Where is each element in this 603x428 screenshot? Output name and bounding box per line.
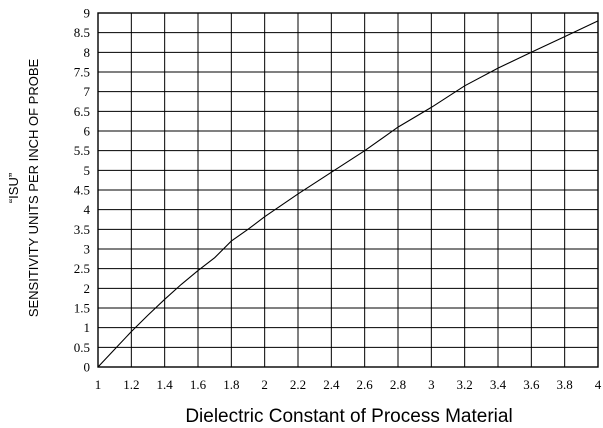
x-tick-label: 1.4 — [157, 377, 174, 392]
x-tick-label: 2.4 — [323, 377, 340, 392]
x-tick-label: 4 — [595, 377, 602, 392]
y-tick-label: 9 — [84, 6, 91, 21]
x-tick-label: 2 — [261, 377, 268, 392]
y-tick-label: 6.5 — [74, 104, 90, 119]
y-tick-label: 5.5 — [74, 143, 90, 158]
y-tick-label: 7.5 — [74, 65, 90, 80]
y-tick-label: 4 — [84, 202, 91, 217]
y-tick-label: 4.5 — [74, 183, 90, 198]
x-tick-label: 3.8 — [557, 377, 573, 392]
x-tick-label: 2.2 — [290, 377, 306, 392]
y-tick-label: 2.5 — [74, 261, 90, 276]
plot-frame — [97, 12, 599, 368]
y-tick-label: 0 — [84, 360, 91, 375]
y-tick-label: 2 — [84, 281, 91, 296]
x-tick-labels: 1 1.2 1.4 1.6 1.8 2 2.2 2.4 2.6 2.8 3 3.2 3.4 3.6 3.8 4 — [95, 377, 602, 392]
data-line — [97, 20, 599, 368]
y-tick-label: 0.5 — [74, 340, 90, 355]
x-tick-label: 3.6 — [523, 377, 540, 392]
x-tick-label: 3 — [428, 377, 435, 392]
x-tick-label: 1.8 — [223, 377, 239, 392]
y-tick-labels: 0 0.5 1 1.5 2 2.5 3 3.5 4 4.5 5 5.5 6 6.5 7 7.5 8 8.5 9 — [74, 6, 91, 375]
y-tick-label: 1.5 — [74, 301, 90, 316]
x-axis-title: Dielectric Constant of Process Material — [185, 406, 512, 427]
grid-lines — [97, 12, 599, 368]
y-tick-label: 7 — [84, 84, 91, 99]
y-tick-label: 8 — [84, 45, 91, 60]
y-tick-label: 8.5 — [74, 25, 90, 40]
y-tick-label: 3 — [84, 242, 91, 257]
x-tick-label: 2.6 — [357, 377, 374, 392]
y-tick-label: 3.5 — [74, 222, 90, 237]
y-tick-label: 6 — [84, 124, 91, 139]
y-axis-title-line2: SENSITIVITY UNITS PER INCH OF PROBE — [26, 58, 41, 317]
y-tick-label: 5 — [84, 163, 91, 178]
x-tick-label: 3.2 — [457, 377, 473, 392]
y-axis-title-line1: “ISU” — [6, 173, 21, 203]
x-tick-label: 3.4 — [490, 377, 507, 392]
x-tick-label: 1.2 — [123, 377, 139, 392]
x-tick-label: 2.8 — [390, 377, 406, 392]
x-tick-label: 1 — [95, 377, 102, 392]
x-tick-label: 1.6 — [190, 377, 207, 392]
y-tick-label: 1 — [84, 320, 91, 335]
